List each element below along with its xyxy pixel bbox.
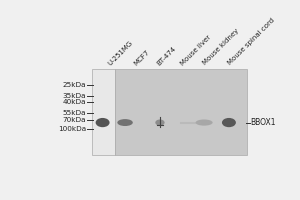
Ellipse shape [117,119,133,126]
Text: U-251MG: U-251MG [107,39,134,66]
Ellipse shape [222,118,236,127]
Ellipse shape [155,119,165,126]
Text: 25kDa: 25kDa [63,82,86,88]
Bar [92,69,115,155]
Text: Mouse spinal cord: Mouse spinal cord [227,17,276,66]
Text: BBOX1: BBOX1 [250,118,276,127]
Text: Mouse liver: Mouse liver [180,34,212,66]
Text: 55kDa: 55kDa [63,110,86,116]
Text: 35kDa: 35kDa [63,93,86,99]
Text: 100kDa: 100kDa [58,126,86,132]
Text: MCF7: MCF7 [133,48,150,66]
Text: BT-474: BT-474 [156,45,177,66]
Text: 40kDa: 40kDa [63,99,86,105]
Bar [115,69,247,155]
Text: 70kDa: 70kDa [63,117,86,123]
Ellipse shape [96,118,110,127]
Text: Mouse kidney: Mouse kidney [202,28,241,66]
Ellipse shape [196,119,213,126]
